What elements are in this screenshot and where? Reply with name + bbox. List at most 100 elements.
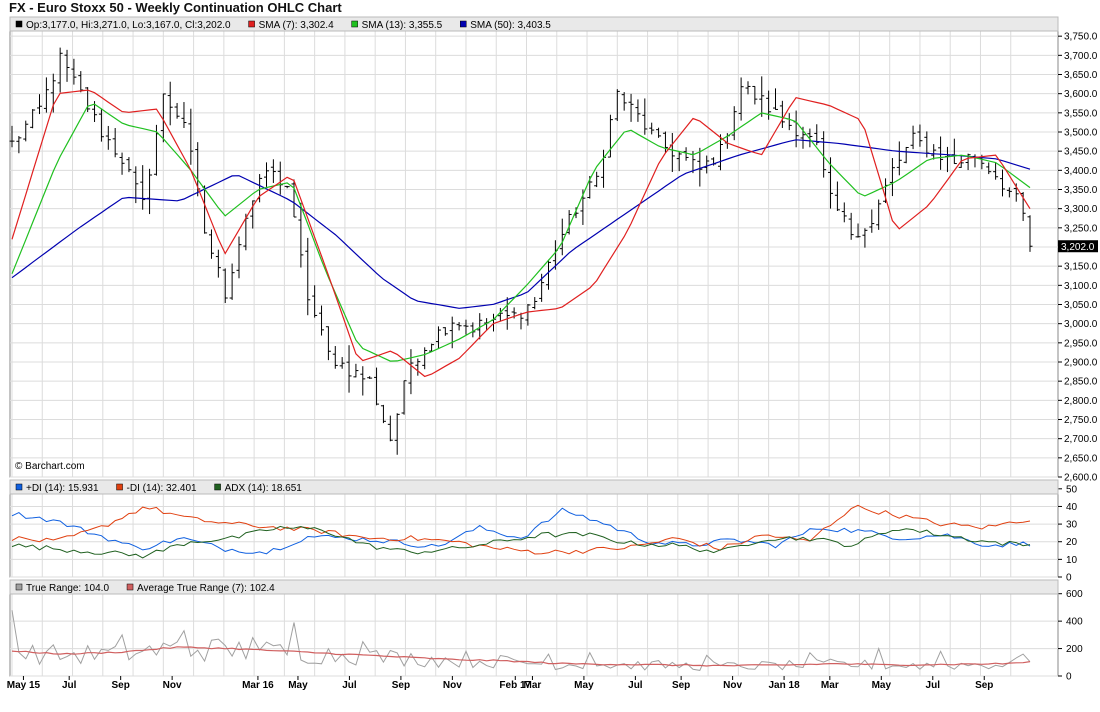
ohlc-bar <box>119 152 125 175</box>
ohlc-bar <box>999 169 1005 197</box>
ohlc-bar <box>938 136 944 170</box>
price-tick-label: 3,350.0 <box>1064 185 1098 196</box>
ohlc-bar <box>931 144 937 160</box>
ohlc-bar <box>332 346 338 369</box>
legend-label: SMA (7): 3,302.4 <box>259 20 334 31</box>
price-tick-label: 3,100.0 <box>1064 281 1098 292</box>
ohlc-bar <box>387 415 393 442</box>
sma-13-line <box>11 103 1031 362</box>
ohlc-bar <box>236 236 242 279</box>
ohlc-bar <box>250 200 256 229</box>
legend-swatch <box>15 20 23 28</box>
ohlc-bar <box>676 151 682 172</box>
ohlc-bar <box>215 249 221 278</box>
legend-swatch <box>15 583 23 591</box>
ohlc-bar <box>442 327 448 336</box>
legend-swatch <box>116 483 123 491</box>
ohlc-bar <box>532 297 538 310</box>
ohlc-bar <box>917 124 923 147</box>
ohlc-bar <box>903 146 909 164</box>
tr-tick-label: 0 <box>1066 672 1072 683</box>
ohlc-bar <box>628 93 634 122</box>
ohlc-bar <box>229 263 235 300</box>
ohlc-bar <box>319 305 325 336</box>
price-tick-label: 2,600.0 <box>1064 473 1098 484</box>
ohlc-bar <box>621 92 627 111</box>
ohlc-bar <box>435 326 441 349</box>
price-tick-label: 3,250.0 <box>1064 223 1098 234</box>
ohlc-bar <box>855 223 861 238</box>
price-tick-label: 2,700.0 <box>1064 434 1098 445</box>
ohlc-bar <box>738 77 744 121</box>
x-tick-label: May <box>872 680 892 691</box>
ohlc-bar <box>745 81 751 95</box>
atr-line <box>11 646 1031 667</box>
ohlc-bar <box>635 99 641 122</box>
dmi-tick-label: 20 <box>1066 537 1078 548</box>
dmi-tick-label: 30 <box>1066 520 1078 531</box>
ohlc-bar <box>264 162 269 187</box>
legend-label: +DI (14): 15.931 <box>26 483 99 494</box>
ohlc-bar <box>449 316 455 349</box>
legend-label: Average True Range (7): 102.4 <box>137 583 275 594</box>
ohlc-bar <box>270 159 276 183</box>
legend-label: -DI (14): 32.401 <box>127 483 197 494</box>
ohlc-bar <box>773 88 778 110</box>
ohlc-bar <box>140 165 146 210</box>
ohlc-bar <box>222 268 228 304</box>
dmi-series-3 <box>11 525 1031 559</box>
price-tick-label: 2,800.0 <box>1064 396 1098 407</box>
ohlc-bar <box>1006 187 1012 198</box>
x-tick-label: Nov <box>163 680 182 691</box>
x-tick-label: Jul <box>62 680 77 691</box>
x-tick-label: Jul <box>342 680 357 691</box>
ohlc-bar <box>367 376 373 379</box>
dmi-tick-label: 0 <box>1066 573 1072 584</box>
ohlc-bar <box>57 47 63 93</box>
ohlc-bar <box>779 100 785 128</box>
tr-tick-label: 400 <box>1066 617 1083 628</box>
ohlc-bar <box>834 181 840 211</box>
ohlc-bar <box>422 347 428 370</box>
ohlc-bar <box>43 77 49 113</box>
x-tick-label: Sep <box>111 680 129 691</box>
ohlc-bar <box>98 109 104 142</box>
price-tick-label: 3,750.0 <box>1064 32 1098 43</box>
ohlc-bar <box>697 147 703 187</box>
ohlc-bar <box>759 76 765 117</box>
price-tick-label: 2,950.0 <box>1064 338 1098 349</box>
price-tick-label: 3,300.0 <box>1064 204 1098 215</box>
price-tick-label: 2,650.0 <box>1064 453 1098 464</box>
ohlc-bar <box>23 120 29 142</box>
x-tick-label: Sep <box>975 680 993 691</box>
ohlc-bar <box>408 349 414 395</box>
x-tick-label: Mar 16 <box>242 680 274 691</box>
ohlc-bar <box>910 125 916 150</box>
ohlc-bar <box>642 98 648 135</box>
ohlc-bar <box>429 343 435 352</box>
ohlc-bar <box>174 102 180 119</box>
ohlc-bar <box>546 259 552 290</box>
x-tick-label: May 15 <box>7 680 41 691</box>
price-tick-label: 3,550.0 <box>1064 108 1098 119</box>
watermark: © Barchart.com <box>15 461 85 472</box>
dmi-series-2 <box>11 504 1031 555</box>
dmi-tick-label: 40 <box>1066 502 1078 513</box>
price-tick-label: 3,600.0 <box>1064 89 1098 100</box>
ohlc-bar <box>1027 215 1033 252</box>
legend-swatch <box>214 483 221 491</box>
dmi-series-1 <box>11 507 1031 555</box>
price-tick-label: 3,500.0 <box>1064 128 1098 139</box>
legend-swatch <box>15 483 23 491</box>
sma-7-line <box>11 89 1031 378</box>
x-tick-label: Nov <box>723 680 742 691</box>
ohlc-bar <box>167 81 173 126</box>
ohlc-bar <box>160 93 166 143</box>
last-price-label: 3,202.0 <box>1061 242 1095 253</box>
dmi-tick-label: 10 <box>1066 555 1078 566</box>
x-tick-label: Nov <box>443 680 462 691</box>
legend-label: Op:3,177.0, Hi:3,271.0, Lo:3,167.0, Cl:3… <box>26 20 231 31</box>
ohlc-bar <box>78 71 84 93</box>
ohlc-bar <box>614 89 620 121</box>
